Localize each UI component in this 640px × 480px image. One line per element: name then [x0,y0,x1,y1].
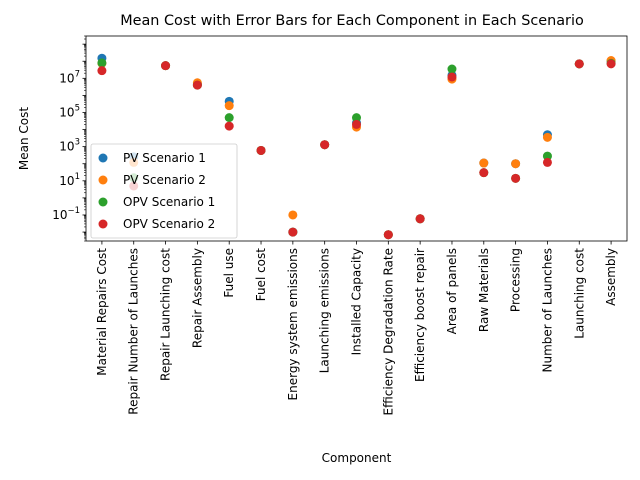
data-point [352,113,361,123]
data-point [479,158,489,168]
legend-entry: PV Scenario 1 [98,151,206,165]
x-tick-label: Launching emissions [318,248,332,373]
data-point [97,58,107,68]
x-tick-label: Efficiency Degradation Rate [381,248,395,415]
legend-marker [98,219,108,229]
data-point [224,101,234,111]
data-point [447,72,457,82]
legend-frame [90,143,238,239]
data-point [320,140,330,150]
y-tick-label: 107 [59,69,80,85]
y-axis: 10−1 101 103 105 107 [52,35,86,242]
x-tick-label: Number of Launches [540,248,554,373]
data-point [352,119,361,129]
data-point [415,214,425,224]
legend-marker [98,153,108,163]
series-opv-scenario-2 [97,59,616,240]
x-tick-label: Fuel use [222,248,236,298]
x-tick-label: Repair Launching cost [159,248,173,381]
x-tick-label: Processing [509,248,523,312]
x-tick-label: Installed Capacity [350,248,364,355]
x-axis: Material Repairs Cost Repair Number of La… [95,241,618,415]
x-tick-label: Repair Number of Launches [127,248,141,415]
x-axis-label: Component [322,451,392,465]
legend-marker [98,197,108,207]
y-tick-label: 10−1 [52,206,80,222]
data-point [542,132,552,142]
data-point [479,168,489,178]
x-tick-label: Repair Assembly [190,248,204,348]
data-point [192,80,202,90]
data-point [288,227,298,237]
x-tick-label: Fuel cost [254,248,268,302]
legend: PV Scenario 1 PV Scenario 2 OPV Scenario 1… [90,143,238,239]
x-tick-label: Efficiency boost repair [413,248,427,382]
x-tick-label: Energy system emissions [286,248,300,400]
data-point [97,66,107,76]
data-point [256,145,266,155]
data-point [574,59,584,69]
data-point [542,151,552,161]
data-point [542,157,552,167]
x-tick-label: Assembly [604,248,618,306]
x-tick-label: Material Repairs Cost [95,248,109,376]
legend-entry: OPV Scenario 2 [98,217,215,231]
y-tick-label: 101 [59,172,80,188]
data-point [224,113,234,123]
legend-label: OPV Scenario 1 [123,195,215,209]
legend-entry: PV Scenario 2 [98,173,206,187]
data-point [224,121,234,131]
legend-entry: OPV Scenario 1 [98,195,215,209]
y-axis-label: Mean Cost [17,107,31,170]
data-marks [97,53,616,240]
data-point [288,210,298,220]
data-point [606,59,616,69]
data-point [161,61,171,71]
data-point [447,64,457,74]
x-tick-label: Raw Materials [477,248,491,332]
data-point [383,230,393,240]
y-tick-label: 103 [59,138,80,154]
y-tick-label: 105 [59,103,80,119]
data-point [511,159,521,169]
x-tick-label: Area of panels [445,248,459,334]
legend-marker [98,175,108,185]
legend-label: OPV Scenario 2 [123,217,215,231]
chart-title: Mean Cost with Error Bars for Each Compo… [120,13,584,29]
legend-label: PV Scenario 2 [123,173,206,187]
x-tick-label: Launching cost [572,248,586,339]
data-point [511,173,521,183]
legend-label: PV Scenario 1 [123,151,206,165]
